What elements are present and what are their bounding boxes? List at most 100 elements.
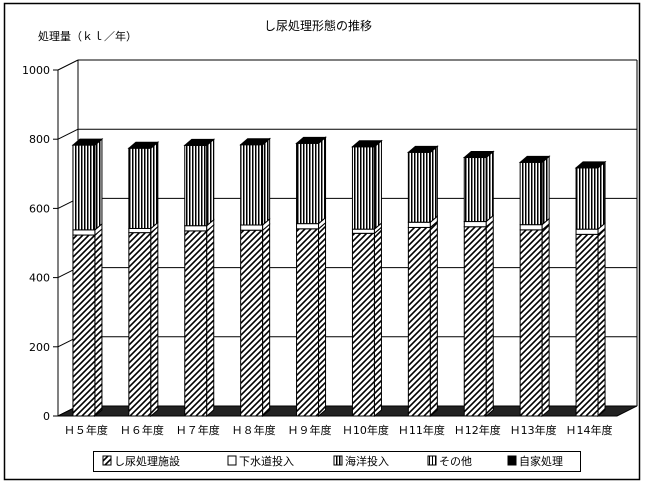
x-tick-label: Ｈ７年度 [176,423,220,437]
bar-top [462,151,495,159]
bar-segment [128,147,152,229]
legend-swatch [227,455,237,466]
y-tick-label: 200 [29,341,50,354]
legend-label: 自家処理 [519,454,563,468]
legend-swatch [507,455,517,466]
bar-segment-side [94,227,103,418]
legend-label: し尿処理施設 [114,454,180,468]
bar-top [574,161,607,169]
x-tick-label: Ｈ５年度 [64,423,108,437]
bar-segment [240,229,264,417]
bar-segment-side [206,223,215,418]
bar-segment-side [318,221,327,418]
y-axis-label: 処理量（ｋｌ／年） [38,29,137,43]
bars [71,136,607,418]
legend-swatch [102,455,112,466]
bar-segment [184,225,208,232]
bar-top [71,138,104,146]
bar-stack [406,145,439,418]
legend-item: 海洋投入 [333,454,389,468]
bar-stack [295,136,327,418]
bar-top [127,141,160,149]
bar-top [295,136,327,144]
bar-segment-side [373,226,382,418]
bar-top [239,138,272,146]
bar-segment-side [373,139,382,231]
y-tick-label: 1000 [22,64,50,77]
bar-segment [72,144,96,231]
bar-segment [72,229,96,236]
bar-segment [519,229,543,417]
legend-label: 海洋投入 [345,454,389,468]
bar-segment-side [262,137,271,227]
legend-swatch [427,455,437,466]
bar-segment [351,228,375,234]
bar-stack [127,141,160,418]
legend: し尿処理施設 下水道投入 海洋投入 その他 自家処理 [102,454,563,468]
bar-segment [575,233,599,417]
bar-segment-side [485,150,494,223]
bar-stack [574,160,607,418]
bar-segment [575,228,599,235]
legend-item: し尿処理施設 [102,454,180,468]
x-tick-label: Ｈ13年度 [510,423,557,437]
bar-segment [519,161,543,226]
x-tick-label: Ｈ10年度 [342,423,389,437]
chart-title: し尿処理形態の推移 [264,18,372,33]
bar-segment [184,230,208,417]
gridline-side [57,59,79,71]
gridline-side [57,128,79,140]
bar-top [183,138,216,146]
bar-stack [462,150,495,418]
bar-top [351,140,383,148]
x-tick-labels: Ｈ５年度 Ｈ６年度 Ｈ７年度 Ｈ８年度 Ｈ９年度 Ｈ10年度 Ｈ11年度 Ｈ12年度 Ｈ13年度… [64,423,613,437]
bar-segment [463,157,487,223]
bar-segment [407,226,431,417]
x-tick-label: Ｈ８年度 [232,423,276,437]
bar-segment [184,144,208,227]
bar-segment-side [262,223,271,418]
y-tick-labels: 0 200 400 600 800 1000 [22,64,50,423]
bar-segment-side [94,137,103,231]
x-tick-label: Ｈ12年度 [454,423,501,437]
bar-segment-side [541,155,550,226]
y-tick-label: 0 [43,410,50,423]
bar-segment-side [150,141,159,230]
bar-top [406,145,439,153]
legend-item: 自家処理 [507,454,563,468]
bar-segment [407,221,431,228]
bar-stack [183,138,216,418]
bar-segment [72,234,96,417]
bar-segment [128,227,152,234]
bar-segment [463,221,487,228]
bar-segment-side [541,222,550,418]
bar-segment-side [597,160,606,231]
legend-item: 下水道投入 [227,454,294,468]
bar-stack [71,137,104,418]
bar-segment [351,232,375,417]
bar-segment-side [206,138,215,227]
bar-segment-side [485,219,494,418]
x-tick-label: Ｈ６年度 [120,423,164,437]
bar-segment-side [150,225,159,418]
bar-stack [518,155,551,418]
bar-segment [240,144,264,226]
legend-label: 下水道投入 [239,454,294,468]
bar-segment [128,232,152,417]
bar-segment-side [429,145,438,224]
x-tick-label: Ｈ14年度 [566,423,613,437]
bar-segment-side [429,220,438,418]
y-tick-label: 400 [29,272,50,285]
bar-top [518,155,551,163]
bar-segment [296,142,320,225]
bar-segment [296,228,320,417]
bar-segment [240,224,264,231]
bar-segment-side [597,227,606,418]
legend-label: その他 [439,455,472,468]
bar-segment [463,226,487,417]
x-tick-label: Ｈ11年度 [398,423,445,437]
bar-segment [407,151,431,223]
bar-segment-side [318,136,327,225]
bar-segment [351,146,375,230]
